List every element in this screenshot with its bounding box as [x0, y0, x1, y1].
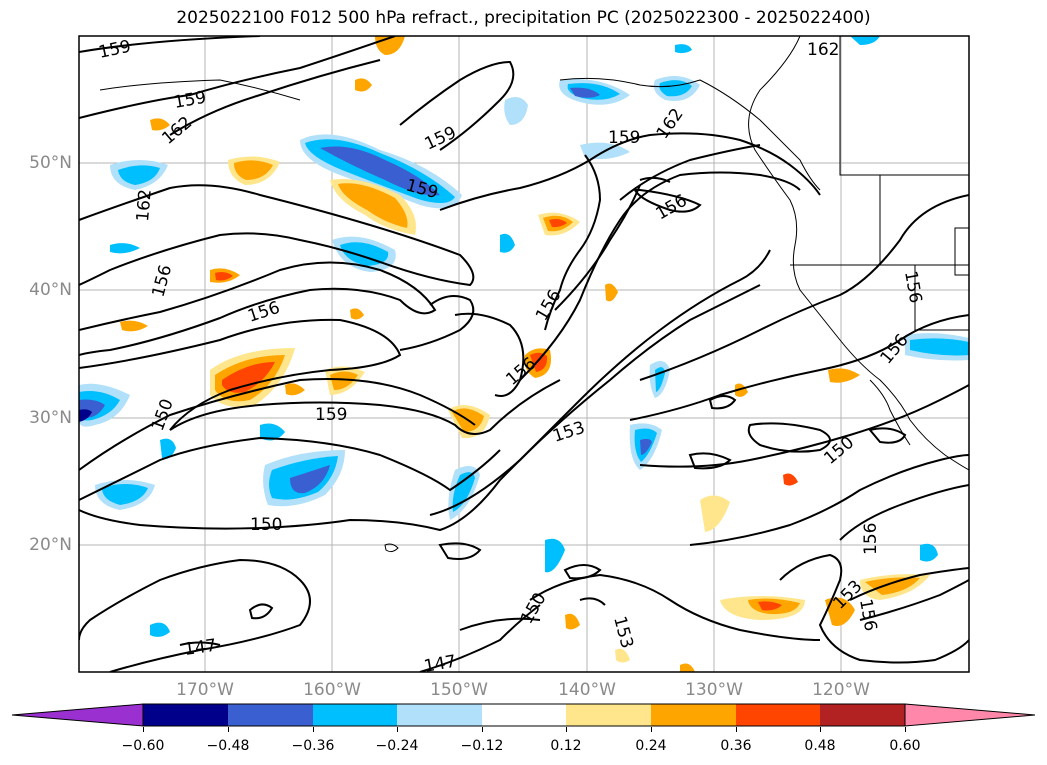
colorbar-tick-label: −0.36: [291, 738, 335, 754]
colorbar-bin: [397, 704, 482, 726]
colorbar-tick-label: −0.12: [460, 738, 504, 754]
lat-label: 40°N: [29, 280, 72, 300]
colorbar-tickmark: [313, 727, 314, 732]
contour-label: 147: [183, 636, 218, 660]
contour-label: 159: [315, 405, 347, 425]
contour-label: 150: [250, 515, 282, 535]
contour-label: 162: [133, 188, 156, 222]
colorbar-bin: [228, 704, 313, 726]
colorbar-bin: [651, 704, 736, 726]
lat-label: 20°N: [29, 535, 72, 555]
map-border: [78, 35, 970, 673]
colorbar-bin: [566, 704, 651, 726]
colorbar-tick-label: −0.24: [375, 738, 419, 754]
colorbar-tick-label: −0.60: [121, 738, 165, 754]
colorbar: [11, 703, 1036, 727]
lon-label: 140°W: [558, 680, 616, 700]
lat-label: 50°N: [29, 153, 72, 173]
contour-label: 159: [608, 128, 640, 148]
colorbar-tickmark: [651, 727, 652, 732]
colorbar-extend-high: [904, 703, 1036, 727]
refractivity-contours: [79, 36, 969, 672]
lon-label: 120°W: [812, 680, 870, 700]
lon-label: 170°W: [176, 680, 234, 700]
colorbar-tickmark: [566, 727, 567, 732]
lon-label: 150°W: [430, 680, 488, 700]
colorbar-bin: [143, 704, 228, 726]
colorbar-tickmark: [820, 727, 821, 732]
colorbar-bin: [482, 704, 566, 726]
colorbar-bin: [736, 704, 820, 726]
contour-label: 156: [861, 523, 881, 555]
colorbar-tick-label: 0.24: [635, 738, 667, 754]
colorbar-tick-label: 0.60: [889, 738, 921, 754]
colorbar-tick-label: −0.48: [206, 738, 250, 754]
colorbar-tick-label: 0.48: [804, 738, 836, 754]
contour-label: 162: [807, 40, 839, 60]
colorbar-tickmark: [736, 727, 737, 732]
colorbar-tick-label: 0.12: [550, 738, 582, 754]
contour-label: 147: [422, 652, 457, 677]
colorbar-tickmark: [143, 727, 144, 732]
colorbar-bin: [313, 704, 397, 726]
colorbar-tickmark: [397, 727, 398, 732]
colorbar-tickmark: [905, 727, 906, 732]
colorbar-tickmark: [482, 727, 483, 732]
map-title: 2025022100 F012 500 hPa refract., precip…: [176, 8, 871, 28]
lat-label: 30°N: [29, 408, 72, 428]
colorbar-bin: [820, 704, 905, 726]
colorbar-extend-low: [11, 703, 144, 727]
colorbar-tick-label: 0.36: [720, 738, 752, 754]
lon-label: 160°W: [303, 680, 361, 700]
colorbar-tickmark: [228, 727, 229, 732]
lon-label: 130°W: [685, 680, 743, 700]
